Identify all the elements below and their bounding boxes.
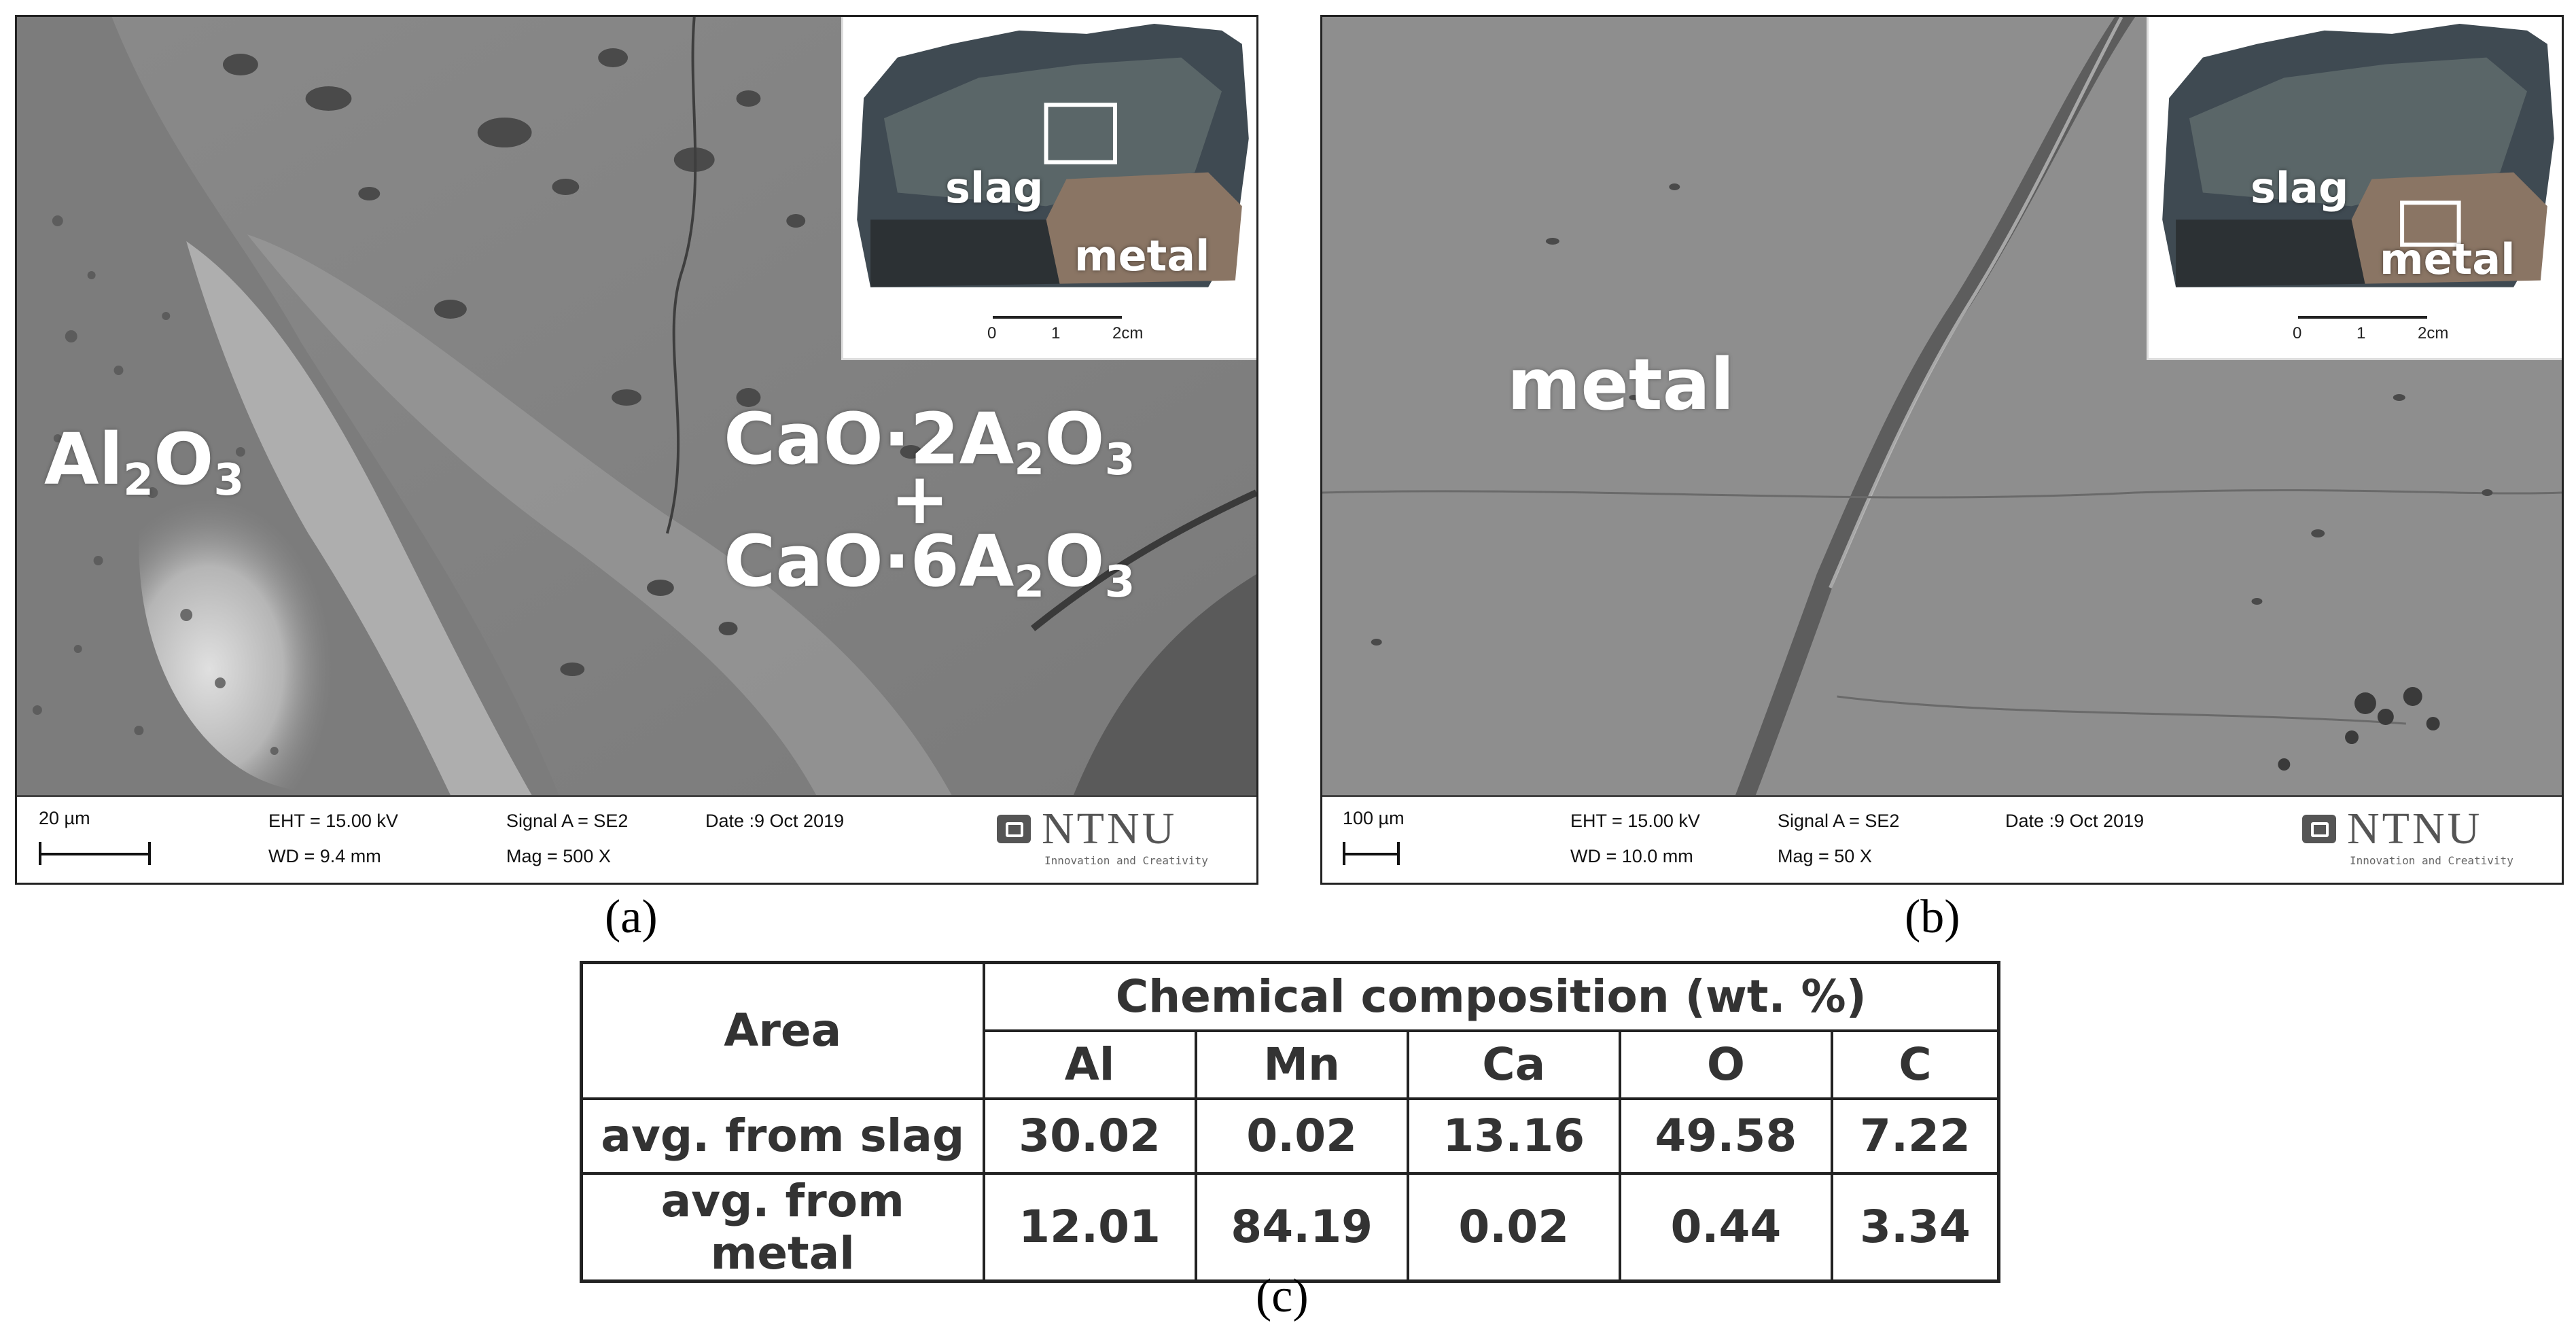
scalebar xyxy=(1343,853,1400,855)
table-cell: 7.22 xyxy=(1830,1097,2000,1175)
ntnu-logo-text: NTNU xyxy=(2347,804,2483,853)
inset-scalebar xyxy=(2298,316,2427,319)
scalebar-tick-left xyxy=(1343,842,1345,865)
table-cell: 3.34 xyxy=(1830,1171,2000,1282)
inset-slag-label: slag xyxy=(2251,163,2349,213)
ntnu-logo-text: NTNU xyxy=(1042,804,1178,853)
ntnu-tagline: Innovation and Creativity xyxy=(1044,854,1208,867)
composition-table: Area Chemical composition (wt. %) Al Mn … xyxy=(580,961,2000,1283)
eht-value: EHT = 15.00 kV xyxy=(1570,811,1700,831)
row-label: avg. from metal xyxy=(580,1171,985,1282)
label-cao-2a2o3: CaO·2A2O3 xyxy=(724,398,1135,486)
label-al2o3: Al2O3 xyxy=(44,418,245,506)
column-header: O xyxy=(1618,1029,1833,1100)
wd-value: WD = 9.4 mm xyxy=(268,846,381,866)
inset-scale-2: 2cm xyxy=(1112,324,1144,342)
table-cell: 30.02 xyxy=(982,1097,1197,1175)
column-header: C xyxy=(1830,1029,2000,1100)
inset-scale-0: 0 xyxy=(2293,324,2302,342)
ntnu-logo: NTNU Innovation and Creativity xyxy=(997,805,1241,873)
inset-scale-0: 0 xyxy=(987,324,997,342)
date-value: Date :9 Oct 2019 xyxy=(705,811,845,831)
scalebar-tick-right xyxy=(148,842,151,865)
ntnu-logo-icon xyxy=(2302,815,2336,843)
label-cao-6a2o3: CaO·6A2O3 xyxy=(724,520,1135,608)
label-plus: + xyxy=(890,457,950,540)
table-cell: 0.02 xyxy=(1194,1097,1409,1175)
caption-c: (c) xyxy=(1256,1270,1309,1322)
caption-a: (a) xyxy=(605,891,658,943)
wd-value: WD = 10.0 mm xyxy=(1570,846,1693,866)
signal-value: Signal A = SE2 xyxy=(1778,811,1900,831)
mag-value: Mag = 500 X xyxy=(506,846,611,866)
table-row: avg. from slag 30.02 0.02 13.16 49.58 7.… xyxy=(580,1097,2000,1175)
column-header: Mn xyxy=(1194,1029,1409,1100)
ntnu-tagline: Innovation and Creativity xyxy=(2350,854,2513,867)
sample-inset-a: slag metal 0 1 2cm xyxy=(841,17,1256,360)
inset-scale-1: 1 xyxy=(1051,324,1061,342)
caption-b: (b) xyxy=(1905,891,1960,943)
inset-scale-2: 2cm xyxy=(2418,324,2449,342)
column-header: Ca xyxy=(1406,1029,1621,1100)
ntnu-logo: NTNU Innovation and Creativity xyxy=(2302,805,2547,873)
inset-scalebar xyxy=(993,316,1122,319)
header-area: Area xyxy=(580,961,985,1100)
sem-panel-a: Al2O3 CaO·2A2O3 + CaO·6A2O3 slag metal 0… xyxy=(15,15,1258,885)
table-cell: 0.02 xyxy=(1406,1171,1621,1282)
ntnu-logo-icon xyxy=(997,815,1031,843)
signal-value: Signal A = SE2 xyxy=(506,811,629,831)
column-header: Al xyxy=(982,1029,1197,1100)
scale-label: 20 µm xyxy=(39,808,90,828)
sem-databar-b: 100 µm EHT = 15.00 kV WD = 10.0 mm Signa… xyxy=(1322,795,2562,883)
table-cell: 13.16 xyxy=(1406,1097,1621,1175)
table-cell: 12.01 xyxy=(982,1171,1197,1282)
row-label: avg. from slag xyxy=(580,1097,985,1175)
header-chemical-composition: Chemical composition (wt. %) xyxy=(982,961,2000,1032)
inset-metal-label: metal xyxy=(2380,234,2516,284)
label-metal: metal xyxy=(1507,343,1735,426)
scalebar-tick-right xyxy=(1397,842,1400,865)
eht-value: EHT = 15.00 kV xyxy=(268,811,398,831)
sample-inset-b: slag metal 0 1 2cm xyxy=(2147,17,2562,360)
scale-label: 100 µm xyxy=(1343,808,1405,828)
table-cell: 84.19 xyxy=(1194,1171,1409,1282)
table-cell: 0.44 xyxy=(1618,1171,1833,1282)
scalebar xyxy=(39,853,151,855)
inset-metal-label: metal xyxy=(1074,231,1210,281)
inset-scale-1: 1 xyxy=(2357,324,2366,342)
inset-slag-label: slag xyxy=(945,163,1044,213)
table-row: avg. from metal 12.01 84.19 0.02 0.44 3.… xyxy=(580,1171,2000,1282)
scalebar-tick-left xyxy=(39,842,41,865)
table-cell: 49.58 xyxy=(1618,1097,1833,1175)
sem-panel-b: metal slag metal 0 1 2cm 100 µm EHT = 15… xyxy=(1320,15,2564,885)
mag-value: Mag = 50 X xyxy=(1778,846,1872,866)
sem-databar-a: 20 µm EHT = 15.00 kV WD = 9.4 mm Signal … xyxy=(17,795,1256,883)
date-value: Date :9 Oct 2019 xyxy=(2005,811,2145,831)
